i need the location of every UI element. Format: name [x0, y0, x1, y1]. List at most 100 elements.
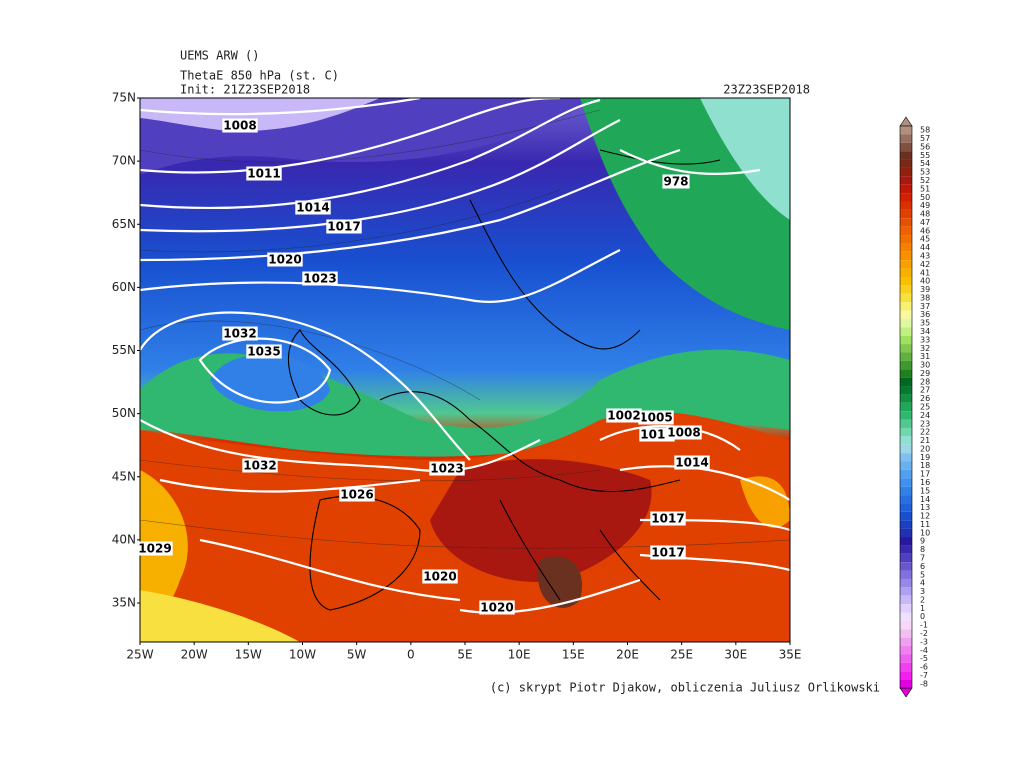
lat-label: 40N [112, 532, 136, 546]
colorbar-label: 20 [920, 444, 930, 453]
color-swatch [900, 612, 912, 621]
colorbar-label: 49 [920, 201, 930, 210]
colorbar-label: 51 [920, 184, 930, 193]
isobar-label-box [222, 326, 258, 341]
color-swatch [900, 671, 912, 680]
isobar-label: 1029 [138, 542, 171, 556]
color-swatch [900, 142, 912, 152]
isobar-label-box [638, 410, 674, 425]
isobar-labels: 1008 1011 1014 1017 1020 1023 1032 1035 … [137, 118, 710, 615]
colorbar-label: 28 [920, 377, 930, 386]
colorbar-label: -7 [920, 671, 928, 680]
isobar-label-box [326, 219, 362, 234]
colorbar-label: 39 [920, 285, 930, 294]
isobar-label: 1017 [651, 512, 684, 526]
color-swatch [900, 553, 912, 563]
color-swatch [900, 268, 912, 277]
color-swatch [900, 486, 912, 496]
lon-label: 30E [724, 648, 747, 662]
lat-label: 60N [112, 280, 136, 294]
colorbar-label: 29 [920, 369, 930, 378]
colorbar-label: -1 [920, 621, 928, 630]
color-swatch [900, 528, 912, 538]
colorbar-arrow-bottom [899, 687, 913, 698]
isobar-label-box [242, 458, 278, 473]
colorbar-label: 48 [920, 210, 930, 219]
color-swatch [900, 360, 912, 370]
colorbar-label: 13 [920, 503, 930, 512]
colorbar-label: 26 [920, 394, 930, 403]
isobar-label-box [302, 271, 338, 286]
colorbar-label: 44 [920, 243, 930, 252]
lat-label: 70N [112, 154, 136, 168]
isobar-label: 1017 [651, 546, 684, 560]
color-swatch [900, 327, 912, 336]
colorbar-label: 18 [920, 461, 930, 470]
color-swatch [900, 654, 912, 663]
lat-label: 75N [112, 91, 136, 105]
color-swatch [900, 629, 912, 638]
colorbar-label: 14 [920, 495, 930, 504]
lon-label: 35E [779, 648, 802, 662]
isobar-label: 1032 [223, 327, 256, 341]
color-swatch [900, 620, 912, 630]
colorbar-arrow-top [899, 116, 913, 127]
colorbar-label: 33 [920, 335, 930, 344]
color-swatch [900, 209, 912, 219]
isobar-label-box [650, 511, 686, 526]
credit: (c) skrypt Piotr Djakow, obliczenia Juli… [490, 681, 880, 695]
colorbar-label: 3 [920, 587, 925, 596]
isobar-label-box [639, 427, 675, 442]
colorbar-label: 42 [920, 260, 930, 269]
isobar-label: 1032 [243, 459, 276, 473]
color-swatch [900, 226, 912, 236]
colorbar-label: 25 [920, 403, 930, 412]
colorbar-label: 47 [920, 218, 930, 227]
color-swatch [900, 184, 912, 194]
isobar-label: 1023 [430, 462, 463, 476]
color-swatch [900, 604, 912, 613]
colorbar-label: 58 [920, 126, 930, 135]
lat-label: 55N [112, 343, 136, 357]
colorbar-label: 43 [920, 252, 930, 261]
color-swatch [900, 646, 912, 655]
isobar-label-box [650, 545, 686, 560]
colorbar-label: 9 [920, 537, 925, 546]
colorbar-label: 54 [920, 159, 930, 168]
color-swatch [900, 570, 912, 579]
colorbar-label: -5 [920, 654, 928, 663]
isobar-label-box [246, 166, 282, 181]
isobar-label: 1017 [327, 220, 360, 234]
lon-label: 0 [407, 648, 415, 662]
color-swatch [900, 159, 912, 168]
lat-label: 45N [112, 469, 136, 483]
colorbar-label: -2 [920, 629, 928, 638]
isobar-label-box [295, 200, 331, 215]
color-swatch [900, 293, 912, 303]
valid-time: 23Z23SEP2018 [723, 83, 810, 97]
color-swatch [900, 352, 912, 361]
isobar-label-box [222, 118, 258, 133]
isobar-label: 1026 [340, 488, 373, 502]
colorbar-label: 53 [920, 168, 930, 177]
colorbar-label: 15 [920, 486, 930, 495]
colorbar-label: 2 [920, 595, 925, 604]
color-swatch [900, 260, 912, 269]
colorbar-label: 17 [920, 470, 930, 479]
lon-label: 5E [457, 648, 472, 662]
colorbar-label: 10 [920, 528, 930, 537]
isobar-label-box [246, 344, 282, 359]
color-swatch [900, 285, 912, 294]
lon-label: 10E [508, 648, 531, 662]
color-swatch [900, 411, 912, 420]
color-swatch [900, 469, 912, 479]
lon-label: 10W [289, 648, 316, 662]
color-swatch [900, 310, 912, 319]
color-swatch [900, 276, 912, 286]
isobar-label-box [267, 252, 303, 267]
color-swatch [900, 335, 912, 345]
color-swatch [900, 444, 912, 454]
init-time: Init: 21Z23SEP2018 [180, 83, 310, 97]
field-title: ThetaE 850 hPa (st. C) [180, 69, 339, 83]
